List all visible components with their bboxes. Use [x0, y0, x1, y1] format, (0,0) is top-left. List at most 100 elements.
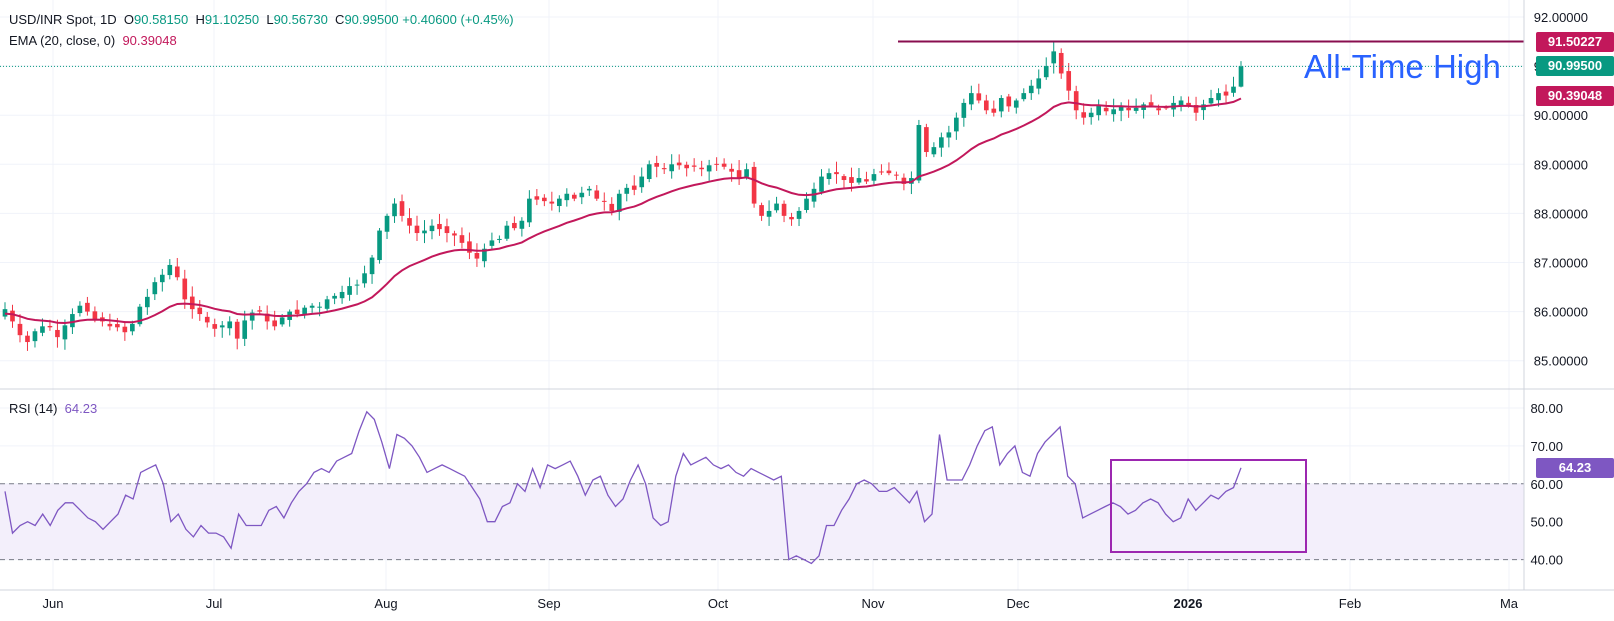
candle-body [77, 305, 83, 314]
candle-body [212, 324, 218, 329]
candle-body [579, 192, 585, 198]
ema-label: EMA (20, close, 0) [9, 33, 116, 48]
candle-body [766, 210, 772, 217]
candle-body [249, 312, 255, 321]
last-price-tag: 90.99500 [1536, 56, 1614, 76]
candle-body [204, 316, 210, 323]
change-value: +0.40600 (+0.45%) [402, 12, 514, 27]
candle-body [781, 203, 787, 216]
candle-body [639, 176, 645, 188]
candle-body [1051, 51, 1057, 64]
candle-body [115, 324, 120, 328]
candle-body [1073, 91, 1079, 111]
time-tick-label: Aug [374, 596, 397, 611]
candle-body [631, 185, 637, 190]
time-tick-label: Jul [206, 596, 223, 611]
candle-body [1126, 107, 1131, 111]
candle-body [489, 240, 495, 246]
candle-body [1111, 109, 1116, 115]
candle-body [954, 117, 959, 132]
candle-body [159, 274, 165, 283]
candle-body [174, 266, 180, 278]
rsi-band-layer [0, 483, 1524, 561]
candle-body [437, 223, 442, 230]
candle-body [1118, 106, 1124, 111]
candle-body [317, 306, 322, 308]
rsi-value: 64.23 [64, 401, 98, 416]
open-value: 90.58150 [134, 12, 189, 27]
candle-body [894, 174, 899, 176]
candle-body [1066, 71, 1072, 91]
candle-body [991, 108, 997, 113]
low-value: 90.56730 [273, 12, 328, 27]
candle-body [130, 323, 135, 332]
candle-body [1193, 105, 1199, 113]
candle-body [189, 296, 195, 310]
candle-body [429, 225, 435, 232]
candle-body [542, 197, 547, 202]
candle-body [624, 187, 630, 194]
candle-body [871, 174, 877, 181]
candle-body [55, 329, 60, 338]
candle-body [969, 93, 974, 105]
time-tick-label: Dec [1006, 596, 1030, 611]
ema-legend: EMA (20, close, 0) 90.39048 [9, 33, 177, 48]
ath-price-tag: 91.50227 [1536, 32, 1614, 52]
candle-body [1081, 112, 1087, 118]
time-tick-label: 2026 [1174, 596, 1203, 611]
candle-body [324, 299, 330, 309]
candle-body [482, 248, 487, 262]
candle-body [1028, 85, 1034, 94]
candle-body [17, 323, 23, 336]
candle-body [654, 162, 660, 167]
candle-body [946, 132, 952, 138]
time-tick-label: Feb [1339, 596, 1361, 611]
candle-body [901, 177, 907, 184]
rsi-tick-label: 50.00 [1530, 515, 1563, 530]
candle-body [1021, 93, 1027, 100]
candle-body [62, 325, 68, 340]
candle-body [392, 203, 397, 217]
ema-line [4, 97, 1242, 325]
candle-body [92, 311, 98, 319]
candle-body [706, 165, 712, 172]
candle-body [744, 169, 749, 177]
candle-body [804, 198, 809, 210]
candle-body [594, 190, 600, 199]
close-label: C [335, 12, 345, 27]
ohlc-legend: USD/INR Spot, 1D O90.58150 H91.10250 L90… [9, 12, 514, 27]
candle-body [774, 203, 779, 211]
candle-body [182, 278, 188, 300]
candle-body [1186, 102, 1191, 106]
candle-body [931, 147, 937, 155]
candle-body [85, 302, 90, 312]
candle-body [1231, 86, 1236, 93]
candle-body [661, 168, 667, 170]
candle-body [70, 314, 75, 328]
price-layer [0, 40, 1524, 351]
candle-body [714, 163, 719, 165]
candle-body [384, 215, 390, 232]
time-tick-label: Ma [1500, 596, 1519, 611]
candle-body [452, 233, 457, 236]
candle-body [407, 218, 412, 226]
candle-body [609, 203, 615, 211]
candle-body [369, 257, 375, 275]
candle-body [586, 188, 592, 191]
candle-body [512, 222, 517, 229]
candle-body [856, 178, 862, 183]
time-tick-label: Jun [43, 596, 64, 611]
candle-body [1043, 66, 1049, 78]
rsi-label: RSI (14) [9, 401, 58, 416]
time-tick-label: Sep [537, 596, 560, 611]
candle-body [826, 173, 832, 180]
candle-body [983, 100, 989, 111]
candle-body [669, 164, 675, 172]
candle-body [2, 309, 8, 317]
candle-body [751, 166, 757, 204]
candle-body [474, 253, 480, 259]
candle-body [444, 226, 450, 234]
candle-body [1006, 96, 1012, 107]
